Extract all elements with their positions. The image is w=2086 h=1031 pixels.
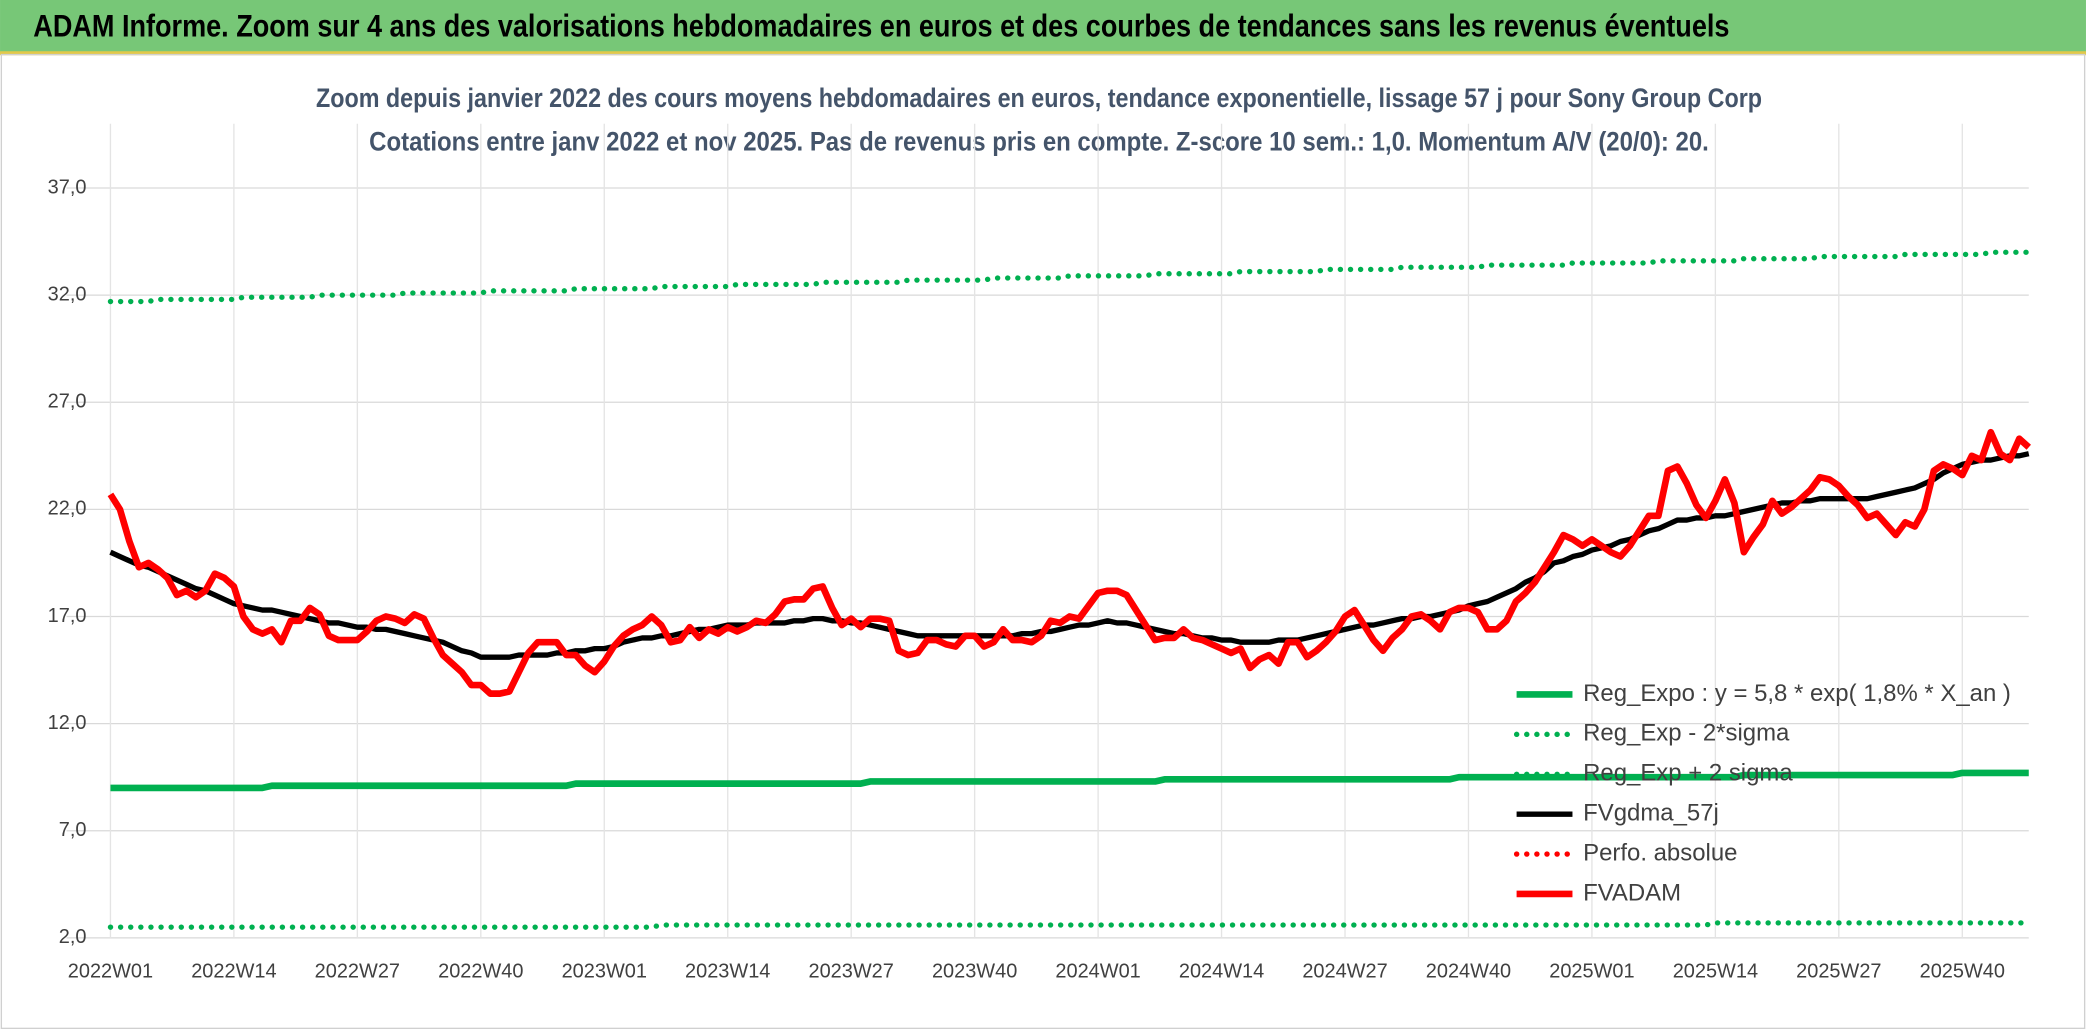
x-tick-label: 2025W14 [1673, 961, 1758, 983]
x-tick-label: 2024W14 [1179, 961, 1264, 983]
y-tick-label: 2,0 [59, 926, 87, 948]
y-tick-label: 7,0 [59, 819, 87, 841]
x-tick-label: 2022W40 [438, 961, 523, 983]
x-tick-label: 2022W27 [315, 961, 400, 983]
y-tick-label: 37,0 [48, 176, 87, 198]
x-tick-label: 2022W01 [68, 961, 153, 983]
x-tick-label: 2023W14 [685, 961, 770, 983]
y-tick-label: 32,0 [48, 283, 87, 305]
header-title: ADAM Informe. Zoom sur 4 ans des valoris… [33, 7, 1729, 43]
chart-frame [0, 53, 2086, 1030]
legend-label: Reg_Expo : y = 5,8 * exp( 1,8% * X_an ) [1583, 680, 2011, 707]
legend-label: FVADAM [1583, 879, 1681, 906]
x-tick-label: 2025W01 [1549, 961, 1634, 983]
series-line [107, 920, 2032, 930]
legend-label: Perfo. absolue [1583, 839, 1737, 866]
y-tick-label: 12,0 [48, 712, 87, 734]
legend-label: Reg_Exp - 2*sigma [1583, 720, 1790, 747]
y-tick-label: 22,0 [48, 498, 87, 520]
x-tick-label: 2023W40 [932, 961, 1017, 983]
legend-label: Reg_Exp + 2 sigma [1583, 760, 1793, 787]
x-tick-label: 2023W01 [562, 961, 647, 983]
x-tick-label: 2025W27 [1796, 961, 1881, 983]
x-tick-label: 2024W27 [1302, 961, 1387, 983]
series-line [107, 428, 2031, 697]
chart-title: Zoom depuis janvier 2022 des cours moyen… [316, 83, 1762, 113]
series-line [110, 769, 2029, 792]
x-tick-label: 2024W01 [1055, 961, 1140, 983]
chart-subtitle: Cotations entre janv 2022 et nov 2025. P… [369, 127, 1709, 157]
series-line [107, 249, 2032, 305]
y-tick-label: 17,0 [48, 605, 87, 627]
legend-label: FVgdma_57j [1583, 799, 1719, 826]
header-bar [0, 0, 2086, 54]
x-tick-label: 2022W14 [191, 961, 276, 983]
y-tick-label: 27,0 [48, 391, 87, 413]
x-tick-label: 2024W40 [1426, 961, 1511, 983]
x-tick-label: 2023W27 [809, 961, 894, 983]
x-tick-label: 2025W40 [1920, 961, 2005, 983]
